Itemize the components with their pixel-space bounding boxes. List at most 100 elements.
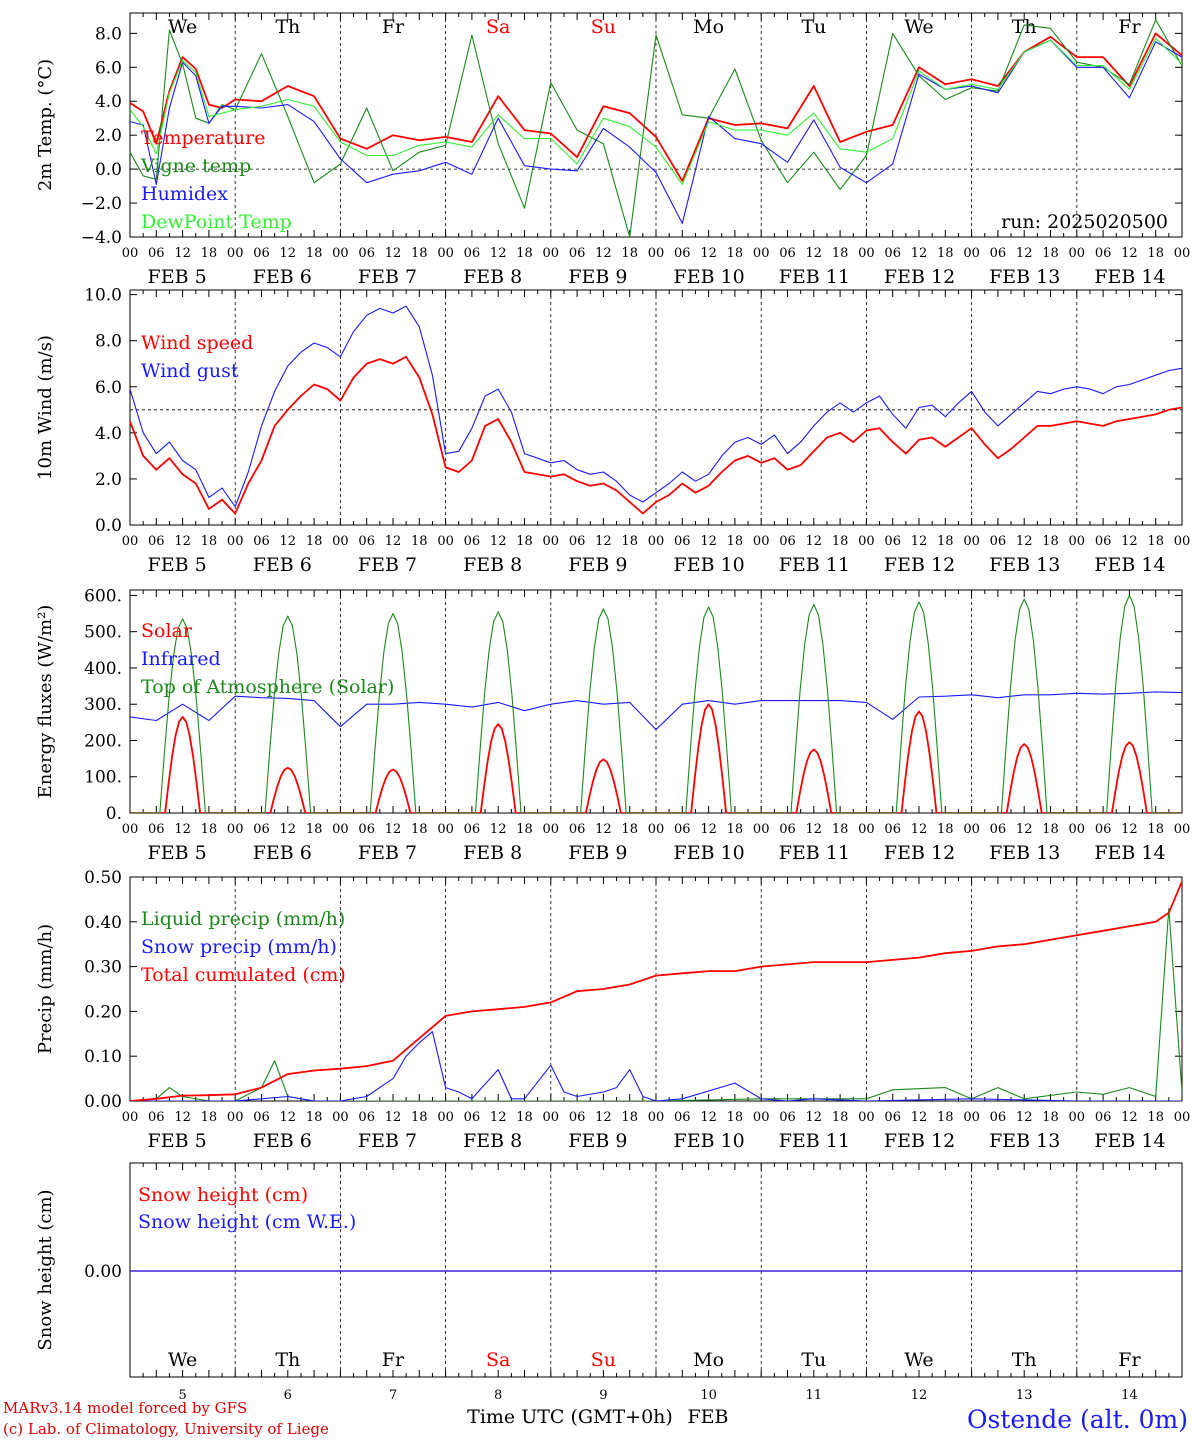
hour-tick-label: 18 (1147, 534, 1164, 549)
hour-tick-label: 12 (1016, 822, 1033, 837)
y-tick-label: 8.0 (95, 24, 122, 44)
hour-tick-label: 12 (1016, 1110, 1033, 1125)
date-label: FEB 12 (884, 266, 955, 288)
y-tick-label: 0.50 (84, 868, 122, 888)
hour-tick-label: 00 (963, 246, 980, 261)
day-label: Su (591, 16, 616, 38)
y-tick-label: 200. (84, 731, 122, 751)
hour-tick-label: 06 (990, 1110, 1007, 1125)
day-label: Fr (1118, 1349, 1141, 1371)
hour-tick-label: 12 (385, 534, 402, 549)
hour-tick-label: 12 (1121, 1110, 1138, 1125)
y-tick-label: 10.0 (84, 286, 122, 306)
hour-tick-label: 06 (1095, 246, 1112, 261)
hour-tick-label: 12 (595, 1110, 612, 1125)
day-label: Sa (486, 1349, 510, 1371)
hour-tick-label: 18 (1042, 246, 1059, 261)
hour-tick-label: 00 (437, 534, 454, 549)
date-label: FEB 9 (568, 266, 627, 288)
date-label: FEB 8 (463, 1130, 522, 1152)
panel-frame (129, 589, 1183, 814)
hour-tick-label: 12 (1016, 534, 1033, 549)
legend-entry: Snow height (cm W.E.) (138, 1211, 356, 1233)
day-label: We (168, 16, 197, 38)
y-axis-label: 10m Wind (m/s) (35, 335, 56, 480)
date-label: FEB 9 (568, 554, 627, 576)
hour-tick-label: 06 (148, 534, 165, 549)
series-line (130, 691, 1182, 731)
bottom-month-label: FEB (687, 1406, 728, 1428)
hour-tick-label: 18 (832, 822, 849, 837)
hour-tick-label: 06 (569, 534, 586, 549)
hour-tick-label: 00 (753, 1110, 770, 1125)
date-number-label: 11 (806, 1388, 823, 1403)
hour-tick-label: 12 (490, 1110, 507, 1125)
date-number-label: 13 (1016, 1388, 1033, 1403)
hour-tick-label: 12 (700, 534, 717, 549)
hour-tick-label: 00 (332, 534, 349, 549)
series-line (130, 594, 1182, 813)
date-label: FEB 7 (358, 842, 417, 864)
series-line (130, 1031, 1182, 1101)
date-number-label: 14 (1121, 1388, 1138, 1403)
hour-tick-label: 18 (1042, 822, 1059, 837)
hour-tick-label: 00 (122, 1110, 139, 1125)
hour-tick-label: 00 (543, 534, 560, 549)
panel-wind: 0.0 2.0 4.0 6.0 8.0 10.0 10m Wind (m/s) 00 06 12 1… (35, 286, 1190, 576)
hour-tick-label: 18 (621, 246, 638, 261)
hour-tick-label: 06 (358, 246, 375, 261)
hour-tick-label: 00 (753, 822, 770, 837)
hour-tick-label: 18 (411, 534, 428, 549)
hour-tick-label: 06 (148, 1110, 165, 1125)
hour-tick-label: 18 (1042, 534, 1059, 549)
hour-tick-label: 18 (306, 534, 323, 549)
y-axis-label: Precip (mm/h) (35, 924, 56, 1054)
hour-tick-label: 12 (700, 822, 717, 837)
hour-tick-label: 00 (543, 822, 560, 837)
y-tick-label: 0.00 (84, 1092, 122, 1112)
hour-tick-label: 00 (122, 246, 139, 261)
date-number-label: 10 (700, 1388, 717, 1403)
hour-tick-label: 00 (963, 534, 980, 549)
hour-tick-label: 12 (806, 1110, 823, 1125)
hour-tick-label: 06 (1095, 822, 1112, 837)
hour-tick-label: 06 (884, 534, 901, 549)
hour-tick-label: 00 (227, 1110, 244, 1125)
date-label: FEB 6 (253, 1130, 312, 1152)
hour-tick-label: 06 (990, 534, 1007, 549)
date-label: FEB 5 (148, 1130, 207, 1152)
hour-tick-label: 12 (911, 822, 928, 837)
y-tick-label: 0.20 (84, 1002, 122, 1022)
hour-tick-label: 06 (990, 822, 1007, 837)
day-label: Mo (693, 1349, 724, 1371)
date-label: FEB 14 (1094, 1130, 1165, 1152)
hour-tick-label: 06 (148, 246, 165, 261)
series-line (130, 907, 1182, 1101)
y-tick-label: 0.30 (84, 958, 122, 978)
date-label: FEB 7 (358, 1130, 417, 1152)
hour-tick-label: 00 (858, 1110, 875, 1125)
hour-tick-label: 00 (227, 534, 244, 549)
legend-entry: Humidex (141, 183, 228, 205)
date-label: FEB 8 (463, 842, 522, 864)
hour-tick-label: 06 (464, 822, 481, 837)
hour-tick-label: 06 (674, 1110, 691, 1125)
hour-tick-label: 06 (464, 1110, 481, 1125)
y-tick-label: 4.0 (95, 424, 122, 444)
hour-tick-label: 18 (1042, 1110, 1059, 1125)
credit-line-2: (c) Lab. of Climatology, University of L… (3, 1420, 329, 1438)
hour-tick-label: 00 (227, 246, 244, 261)
hour-tick-label: 12 (490, 246, 507, 261)
hour-tick-label: 00 (1069, 534, 1086, 549)
hour-tick-label: 06 (358, 1110, 375, 1125)
day-label: We (168, 1349, 197, 1371)
legend-entry: Total cumulated (cm) (141, 964, 346, 986)
hour-tick-label: 12 (806, 534, 823, 549)
date-label: FEB 5 (148, 842, 207, 864)
date-label: FEB 11 (779, 842, 850, 864)
y-tick-label: 8.0 (95, 332, 122, 352)
panel-frame (129, 12, 1183, 238)
panel-precip: 0.00 0.10 0.20 0.30 0.40 0.50 Precip (mm/h) 00 0… (35, 868, 1190, 1152)
hour-tick-label: 18 (621, 1110, 638, 1125)
